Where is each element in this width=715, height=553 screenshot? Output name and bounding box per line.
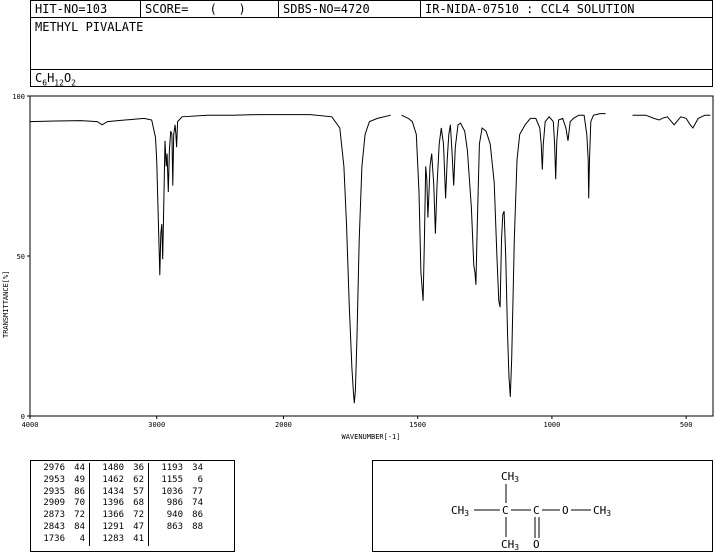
molecular-formula: C6H12O2	[30, 69, 713, 87]
formula-h-count: 12	[54, 78, 64, 88]
formula-o: O	[63, 71, 72, 85]
peak-wavenumber: 1396	[89, 498, 124, 511]
atom-bottom-ch3: CH3	[501, 538, 519, 552]
score-field: SCORE= ( )	[141, 1, 279, 17]
structure-diagram: CH3 CH3 C C O CH3 CH3 O	[372, 460, 713, 552]
peak-wavenumber: 1462	[89, 474, 124, 487]
spectrum-trace-segment	[29, 114, 391, 404]
atom-quaternary-c: C	[502, 504, 509, 517]
formula-c: C	[35, 71, 43, 85]
peak-wavenumber: 2976	[43, 463, 65, 473]
peak-transmittance: 41	[133, 533, 144, 544]
peak-transmittance: 88	[192, 521, 203, 532]
peak-wavenumber: 940	[148, 510, 183, 522]
header-info-row: HIT-NO=103 SCORE= ( ) SDBS-NO=4720 IR-NI…	[30, 0, 713, 18]
x-tick-label: 4000	[22, 421, 39, 429]
y-tick-label: 100	[12, 93, 25, 101]
peak-transmittance: 68	[133, 498, 144, 509]
peak-row: 2873 72 1366 72 940 86	[31, 510, 207, 522]
peak-transmittance: 44	[74, 463, 85, 473]
peak-wavenumber: 1193	[148, 463, 183, 475]
compound-name: METHYL PIVALATE	[30, 17, 713, 70]
score-value: ( )	[209, 2, 246, 16]
peak-row: 2843 84 1291 47 863 88	[31, 521, 207, 534]
peak-transmittance: 72	[74, 510, 85, 521]
peak-transmittance: 4	[79, 533, 85, 544]
y-tick-label: 50	[17, 253, 25, 261]
y-axis-label: TRANSMITTANCE[%]	[2, 271, 10, 338]
peak-transmittance: 86	[192, 510, 203, 521]
peak-transmittance: 57	[133, 486, 144, 497]
peak-transmittance: 84	[74, 521, 85, 532]
peak-transmittance: 47	[133, 521, 144, 532]
atom-left-ch3: CH3	[451, 504, 469, 518]
peak-wavenumber	[148, 533, 183, 546]
peak-wavenumber: 2843	[43, 521, 65, 532]
atom-top-ch3: CH3	[501, 470, 519, 484]
peak-wavenumber: 1366	[89, 510, 124, 522]
peak-table: 2976 44 1480 36 1193 34 2953 49 1462 62 1155 6 2935 8…	[30, 460, 235, 552]
peak-row: 2909 70 1396 68 986 74	[31, 498, 207, 511]
peak-wavenumber: 863	[148, 521, 183, 534]
peak-wavenumber: 1155	[148, 474, 183, 487]
peak-transmittance: 77	[192, 486, 203, 497]
peak-transmittance: 72	[133, 510, 144, 521]
peak-transmittance: 36	[133, 463, 144, 473]
plot-frame	[29, 95, 714, 417]
peak-wavenumber: 2909	[43, 498, 65, 509]
atom-carbonyl-o: O	[533, 538, 540, 551]
peak-wavenumber: 2935	[43, 486, 65, 497]
ir-info: IR-NIDA-07510 : CCL4 SOLUTION	[425, 2, 635, 16]
peak-wavenumber: 1036	[148, 486, 183, 499]
spectrum-trace-segment	[401, 113, 606, 397]
peak-row: 1736 4 1283 41	[31, 533, 207, 546]
peak-transmittance: 86	[74, 486, 85, 497]
ir-spectrum-chart: 0 50 100 4000 3000 2000 1500 1000 500 TRANSMITT…	[2, 93, 714, 441]
x-tick-label: 2000	[275, 421, 292, 429]
peak-transmittance: 74	[192, 498, 203, 509]
spectrum-header: HIT-NO=103 SCORE= ( ) SDBS-NO=4720 IR-NI…	[30, 0, 713, 87]
x-axis-label: WAVENUMBER[-1]	[341, 433, 400, 441]
atom-ester-o: O	[562, 504, 569, 517]
hit-number: HIT-NO=103	[31, 1, 141, 17]
bonds	[474, 484, 591, 538]
peak-transmittance: 34	[192, 463, 203, 473]
peak-wavenumber: 1283	[89, 533, 124, 546]
atom-right-ch3: CH3	[593, 504, 611, 518]
peak-transmittance: 49	[74, 474, 85, 485]
peak-transmittance	[183, 534, 207, 546]
peak-wavenumber: 1736	[43, 533, 65, 544]
peak-row: 2953 49 1462 62 1155 6	[31, 474, 207, 487]
peak-wavenumber: 986	[148, 498, 183, 511]
peak-transmittance: 6	[197, 474, 203, 485]
peak-row: 2935 86 1434 57 1036 77	[31, 486, 207, 499]
peak-transmittance: 62	[133, 474, 144, 485]
x-tick-label: 3000	[148, 421, 165, 429]
peak-wavenumber: 1480	[89, 463, 124, 475]
spectrum-trace-segment	[632, 114, 711, 129]
y-tick-label: 0	[21, 413, 25, 421]
peak-table-grid: 2976 44 1480 36 1193 34 2953 49 1462 62 1155 6 2935 8…	[31, 463, 207, 546]
peak-wavenumber: 1434	[89, 486, 124, 499]
sdbs-number: SDBS-NO=4720	[279, 1, 421, 17]
formula-h: H	[47, 71, 55, 85]
peak-wavenumber: 2873	[43, 510, 65, 521]
peak-wavenumber: 2953	[43, 474, 65, 485]
x-tick-label: 500	[680, 421, 693, 429]
peak-wavenumber: 1291	[89, 521, 124, 534]
peak-transmittance: 70	[74, 498, 85, 509]
x-tick-label: 1000	[543, 421, 560, 429]
atom-carbonyl-c: C	[533, 504, 540, 517]
peak-row: 2976 44 1480 36 1193 34	[31, 463, 207, 475]
formula-c-count: 6	[42, 78, 48, 88]
formula-o-count: 2	[71, 78, 76, 88]
score-label: SCORE=	[145, 2, 189, 16]
x-tick-label: 1500	[409, 421, 426, 429]
